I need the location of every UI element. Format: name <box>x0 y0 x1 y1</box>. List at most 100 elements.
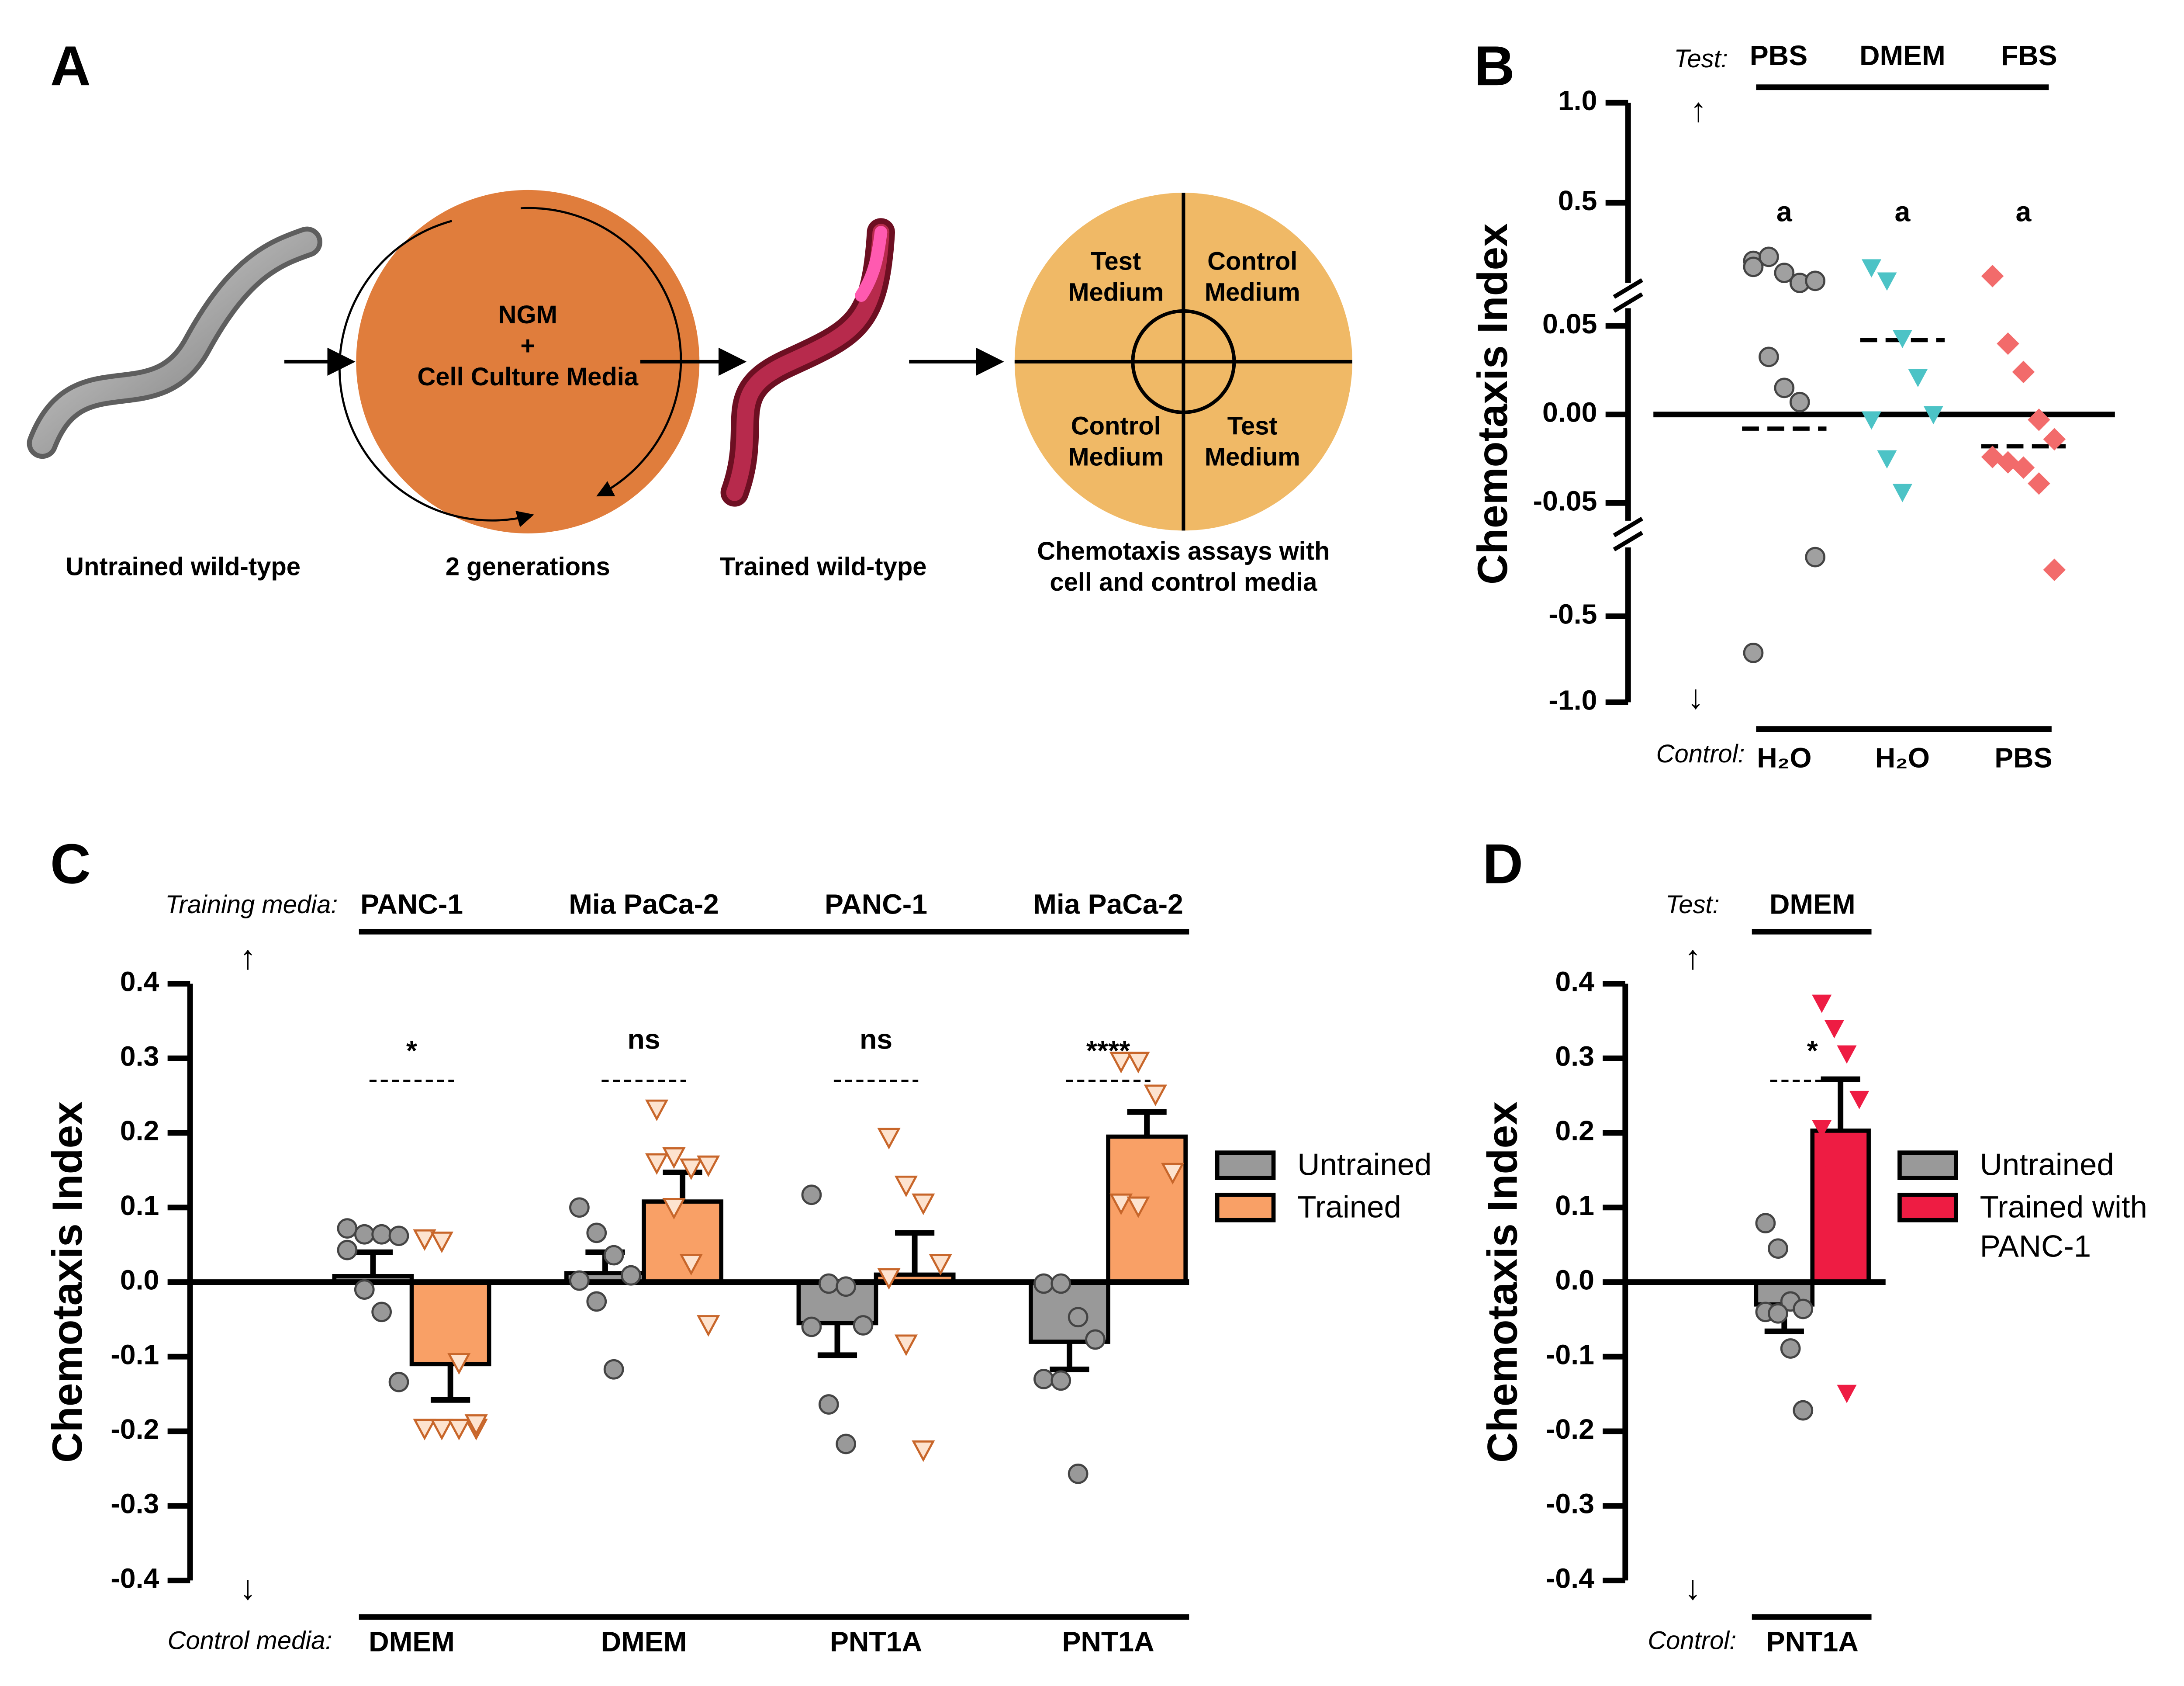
axis-break <box>1613 292 1643 313</box>
data-point <box>1755 1213 1776 1233</box>
worm-trained-body <box>726 224 890 501</box>
data-point <box>929 1254 952 1276</box>
y-tick-label: 0.00 <box>1542 397 1597 428</box>
data-point <box>1837 1385 1857 1403</box>
data-point <box>1981 265 2004 287</box>
step-label: Untrained wild-type <box>66 553 301 581</box>
y-tick-label: -0.4 <box>1546 1562 1594 1594</box>
data-point <box>645 1099 669 1122</box>
x-tick-label: PNT1A <box>1766 1626 1859 1657</box>
y-tick-label: -0.1 <box>111 1339 159 1370</box>
annotation: a <box>1776 196 1793 228</box>
data-point <box>912 1440 935 1462</box>
y-tick-label: 0.05 <box>1542 308 1597 339</box>
legend-label: Untrained <box>1297 1147 1432 1182</box>
data-point <box>447 1353 471 1375</box>
data-point <box>836 1276 857 1297</box>
data-point <box>569 1270 590 1291</box>
arrow-down: ↓ <box>1684 1569 1701 1606</box>
data-point <box>877 1128 901 1149</box>
data-point <box>1923 406 1943 425</box>
data-point <box>603 1359 624 1380</box>
data-point <box>569 1197 590 1218</box>
y-axis-label: Chemotaxis Index <box>44 1101 91 1463</box>
top-category: PANC-1 <box>360 888 463 920</box>
plate-center <box>1131 309 1236 414</box>
data-point <box>621 1265 641 1286</box>
data-point <box>371 1224 392 1245</box>
y-tick-label: 0.4 <box>120 966 159 997</box>
step-label: 2 generations <box>446 553 610 581</box>
data-point <box>853 1315 874 1336</box>
data-point <box>1033 1369 1054 1389</box>
axis-break <box>1613 278 1643 299</box>
y-tick-label: -0.2 <box>1546 1413 1594 1445</box>
data-point <box>1793 1400 1814 1421</box>
data-point <box>1774 263 1795 283</box>
quadrant-text: Control <box>1071 412 1161 440</box>
top-label: Training media: <box>165 891 338 919</box>
y-tick-label: -1.0 <box>1548 684 1597 716</box>
cycle-arrow <box>521 207 682 497</box>
y-tick-label: 0.1 <box>120 1190 159 1221</box>
data-point <box>1743 643 1764 663</box>
data-point <box>354 1279 375 1300</box>
data-point <box>1805 547 1826 568</box>
y-tick-label: -0.3 <box>111 1488 159 1520</box>
data-point <box>1768 1303 1788 1324</box>
data-point <box>388 1226 409 1246</box>
cycle-arrow <box>338 220 534 527</box>
culture-text: NGM <box>498 301 557 329</box>
y-tick-label: -0.3 <box>1546 1488 1594 1520</box>
legend-swatch <box>1215 1192 1276 1222</box>
arrow-up: ↑ <box>1690 91 1707 129</box>
x-tick-label: PNT1A <box>1062 1626 1154 1657</box>
x-tick-label: H₂O <box>1875 742 1930 773</box>
legend-label: Trained <box>1297 1189 1401 1225</box>
data-point <box>337 1218 358 1239</box>
data-point <box>662 1147 686 1169</box>
data-point <box>1997 332 2019 355</box>
data-point <box>1127 1052 1150 1073</box>
data-point <box>2012 360 2035 384</box>
data-point <box>1861 411 1882 430</box>
bar <box>409 1280 491 1367</box>
panel-a: A NGM + Cell Culture Media Test Medium C… <box>27 35 1352 596</box>
step-label: Chemotaxis assays with <box>1037 537 1330 565</box>
data-point <box>586 1291 607 1312</box>
y-tick-label: 0.3 <box>120 1040 159 1072</box>
bar <box>1810 1129 1871 1284</box>
y-tick-label: -0.4 <box>111 1562 159 1594</box>
arrow-up: ↑ <box>1684 938 1701 976</box>
x-tick-label: DMEM <box>369 1626 455 1657</box>
data-point <box>801 1316 822 1337</box>
data-point <box>679 1158 703 1180</box>
data-point <box>2028 472 2050 495</box>
legend-label-box: Trained with PANC-1 <box>1980 1189 2147 1264</box>
culture-dish <box>356 190 700 533</box>
data-point <box>1068 1307 1089 1328</box>
legend-swatch <box>1897 1192 1958 1222</box>
bar <box>642 1199 724 1284</box>
data-point <box>1837 1045 1857 1064</box>
top-category: Mia PaCa-2 <box>1033 888 1183 920</box>
test-label: Test: <box>1674 45 1728 73</box>
worm-untrained-body <box>31 231 318 454</box>
y-tick-label: 0.0 <box>120 1264 159 1296</box>
y-axis-label: Chemotaxis Index <box>1479 1101 1526 1463</box>
data-point <box>371 1302 392 1322</box>
data-point <box>1743 256 1764 277</box>
y-tick-label: -0.05 <box>1533 485 1597 516</box>
data-point <box>1759 246 1779 267</box>
data-point <box>1068 1463 1089 1484</box>
data-point <box>877 1268 901 1290</box>
data-point <box>1780 1338 1801 1359</box>
data-point <box>354 1224 375 1245</box>
data-point <box>1144 1084 1167 1106</box>
panel-letter: C <box>50 833 91 896</box>
legend-swatch <box>1215 1150 1276 1180</box>
control-label: Control: <box>1656 740 1745 768</box>
significance: ns <box>860 1024 892 1055</box>
y-tick-label: -0.5 <box>1548 599 1597 630</box>
